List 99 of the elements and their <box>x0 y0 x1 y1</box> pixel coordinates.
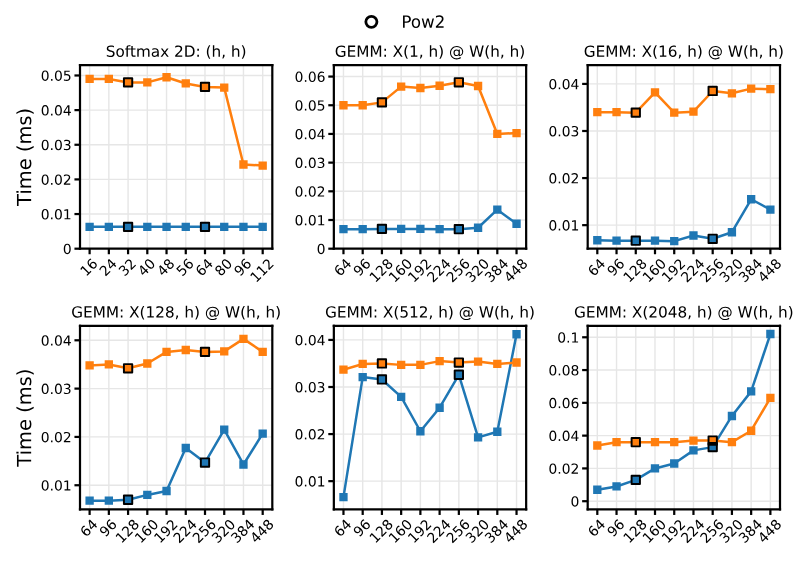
point <box>766 329 775 339</box>
point <box>104 74 114 84</box>
point <box>746 387 756 396</box>
point <box>220 425 229 434</box>
point <box>239 460 248 469</box>
point <box>339 492 348 502</box>
point <box>612 236 621 245</box>
point <box>220 222 229 232</box>
point <box>746 195 756 204</box>
point <box>85 74 94 84</box>
point <box>593 108 602 117</box>
point <box>258 347 267 357</box>
point <box>670 438 679 447</box>
point <box>258 222 267 232</box>
point <box>512 330 521 339</box>
point <box>727 438 737 447</box>
point <box>416 360 425 370</box>
point <box>258 429 267 438</box>
point <box>746 426 756 435</box>
point <box>416 427 425 436</box>
point <box>746 84 756 93</box>
point <box>339 365 348 374</box>
y-axis-title: Time (ms) <box>16 109 34 206</box>
point <box>435 403 444 412</box>
point <box>396 392 406 402</box>
point <box>220 347 229 356</box>
point <box>689 231 698 240</box>
point <box>650 438 660 447</box>
point <box>416 224 425 234</box>
point <box>358 225 367 234</box>
point <box>766 205 775 214</box>
point <box>650 464 660 473</box>
point <box>593 485 602 494</box>
point <box>239 222 248 232</box>
point <box>612 108 621 117</box>
point <box>473 81 483 91</box>
point <box>473 223 483 232</box>
point <box>435 225 444 234</box>
point <box>435 81 444 90</box>
point <box>512 128 521 138</box>
point <box>593 441 602 450</box>
point <box>239 160 248 169</box>
point <box>493 359 502 369</box>
point <box>104 222 114 232</box>
point <box>473 433 483 442</box>
point <box>396 82 406 91</box>
point <box>162 73 171 82</box>
point <box>85 222 94 232</box>
point <box>493 205 502 214</box>
point <box>162 486 171 496</box>
point <box>143 78 152 87</box>
point <box>143 222 152 232</box>
point <box>670 108 679 117</box>
point <box>358 359 367 369</box>
point <box>339 225 348 234</box>
point <box>766 84 775 94</box>
point <box>396 360 406 370</box>
point <box>416 83 425 93</box>
point <box>670 236 679 246</box>
point <box>220 83 229 92</box>
point <box>435 356 444 366</box>
point <box>181 222 190 232</box>
point <box>612 438 621 447</box>
point <box>689 436 698 445</box>
point <box>339 101 348 110</box>
point <box>162 222 171 232</box>
point <box>358 372 367 382</box>
point <box>473 357 483 366</box>
point <box>512 219 521 228</box>
point <box>493 129 502 139</box>
point <box>85 361 94 370</box>
point <box>670 459 679 468</box>
point <box>258 161 267 170</box>
point <box>143 359 152 368</box>
point <box>143 490 152 500</box>
point <box>593 236 602 245</box>
point <box>104 360 114 369</box>
y-axis-title: Time (ms) <box>16 370 34 467</box>
legend-label: Pow2 <box>403 15 444 28</box>
point <box>689 107 698 116</box>
point <box>239 334 248 344</box>
point <box>512 358 521 367</box>
point <box>727 411 737 421</box>
point <box>689 446 698 455</box>
point <box>493 427 502 436</box>
point <box>181 79 190 88</box>
point <box>612 482 621 491</box>
point <box>396 224 406 234</box>
point <box>104 496 114 505</box>
point <box>727 228 737 237</box>
point <box>85 496 94 505</box>
point <box>650 88 660 97</box>
point <box>181 345 190 355</box>
point <box>650 236 660 245</box>
point <box>727 89 737 98</box>
point <box>162 347 171 357</box>
point <box>358 101 367 110</box>
point <box>181 443 190 453</box>
point <box>766 393 775 403</box>
